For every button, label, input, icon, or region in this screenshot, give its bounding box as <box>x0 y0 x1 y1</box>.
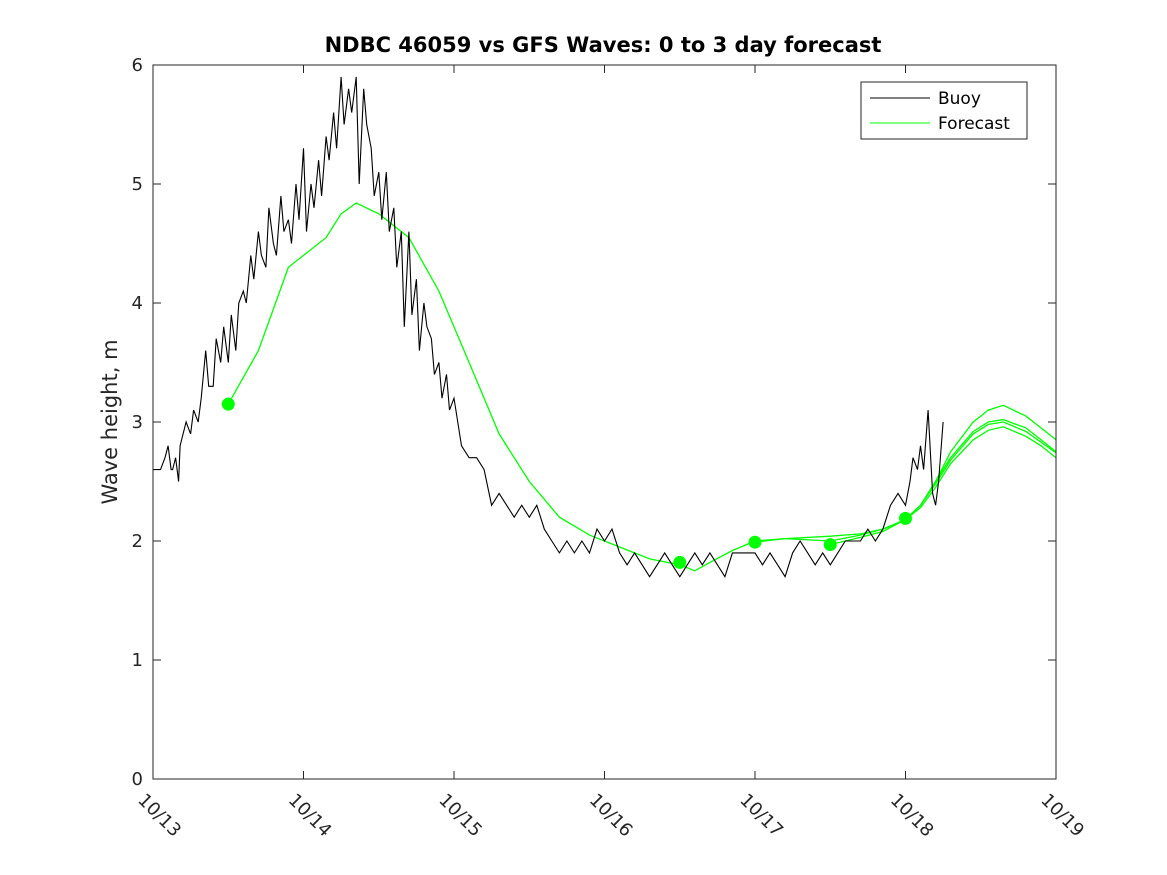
series-layer <box>153 76 1057 578</box>
x-tick-label: 10/14 <box>284 790 336 842</box>
legend-box <box>860 81 1028 140</box>
y-axis-label: Wave height, m <box>98 339 122 504</box>
x-tick-label: 10/16 <box>585 790 637 842</box>
forecast-line-1 <box>754 418 1057 543</box>
y-tick-label: 6 <box>132 55 143 76</box>
forecast-line-0 <box>227 202 1057 572</box>
x-tick-label: 10/18 <box>886 790 938 842</box>
chart-title: NDBC 46059 vs GFS Waves: 0 to 3 day fore… <box>325 33 882 57</box>
y-tick-label: 1 <box>132 650 143 671</box>
y-tick-label: 0 <box>132 769 143 790</box>
legend-buoy-label: Buoy <box>938 89 981 109</box>
y-tick-label: 4 <box>132 293 143 314</box>
forecast-start-marker <box>748 535 762 549</box>
y-tick-label: 5 <box>132 174 143 195</box>
forecast-start-marker <box>673 555 687 569</box>
forecast-start-marker <box>899 511 912 525</box>
x-tick-label: 10/15 <box>434 790 486 842</box>
x-tick-label: 10/19 <box>1036 790 1088 842</box>
forecast-start-marker <box>221 397 235 411</box>
buoy-line <box>153 76 944 578</box>
forecast-line-3 <box>905 426 1057 521</box>
plot-frame <box>152 64 1057 780</box>
y-tick-label: 2 <box>132 531 143 552</box>
legend: Buoy Forecast <box>860 81 1028 140</box>
forecast-start-marker <box>823 538 837 552</box>
plot-area <box>153 65 1056 779</box>
forecast-line-2 <box>830 421 1057 546</box>
x-tick-label: 10/17 <box>735 790 787 842</box>
y-tick-label: 3 <box>132 412 143 433</box>
legend-forecast-label: Forecast <box>938 114 1010 134</box>
x-tick-label: 10/13 <box>133 790 185 842</box>
